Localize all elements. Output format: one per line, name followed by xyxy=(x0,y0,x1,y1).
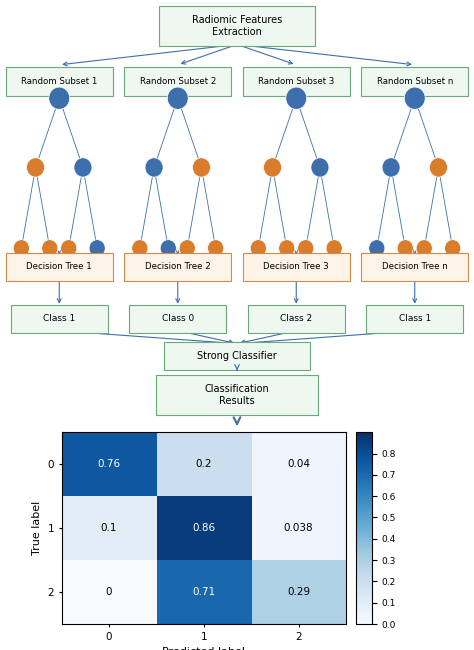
Text: Random Subset 2: Random Subset 2 xyxy=(139,77,216,86)
FancyBboxPatch shape xyxy=(361,253,468,281)
FancyBboxPatch shape xyxy=(6,67,113,96)
FancyBboxPatch shape xyxy=(124,67,231,96)
Ellipse shape xyxy=(27,158,45,177)
X-axis label: Predicted label: Predicted label xyxy=(162,647,246,650)
Text: Random Subset n: Random Subset n xyxy=(376,77,453,86)
FancyBboxPatch shape xyxy=(124,253,231,281)
Text: Class 0: Class 0 xyxy=(162,314,194,323)
Ellipse shape xyxy=(382,158,400,177)
Ellipse shape xyxy=(167,87,188,109)
Text: Radiomic Features
Extraction: Radiomic Features Extraction xyxy=(192,15,282,37)
Text: 0.29: 0.29 xyxy=(287,587,310,597)
Text: Decision Tree 3: Decision Tree 3 xyxy=(264,262,329,271)
Ellipse shape xyxy=(49,87,70,109)
FancyBboxPatch shape xyxy=(156,375,318,415)
FancyBboxPatch shape xyxy=(164,342,310,370)
Ellipse shape xyxy=(132,240,148,257)
Text: 0.04: 0.04 xyxy=(287,459,310,469)
Ellipse shape xyxy=(145,158,163,177)
Ellipse shape xyxy=(250,240,266,257)
FancyBboxPatch shape xyxy=(361,67,468,96)
Text: Random Subset 3: Random Subset 3 xyxy=(258,77,335,86)
FancyBboxPatch shape xyxy=(247,305,345,333)
Ellipse shape xyxy=(286,87,307,109)
FancyBboxPatch shape xyxy=(10,305,108,333)
Text: 0.86: 0.86 xyxy=(192,523,215,533)
FancyBboxPatch shape xyxy=(129,305,226,333)
FancyBboxPatch shape xyxy=(243,253,349,281)
Ellipse shape xyxy=(416,240,432,257)
Ellipse shape xyxy=(298,240,314,257)
Text: 0: 0 xyxy=(106,587,112,597)
Y-axis label: True label: True label xyxy=(32,501,42,555)
Text: Strong Classifier: Strong Classifier xyxy=(197,351,277,361)
Ellipse shape xyxy=(42,240,58,257)
Ellipse shape xyxy=(311,158,329,177)
Text: Class 1: Class 1 xyxy=(399,314,431,323)
Ellipse shape xyxy=(264,158,282,177)
Text: Class 1: Class 1 xyxy=(43,314,75,323)
Ellipse shape xyxy=(13,240,29,257)
Ellipse shape xyxy=(279,240,295,257)
Ellipse shape xyxy=(61,240,77,257)
Ellipse shape xyxy=(326,240,342,257)
Ellipse shape xyxy=(192,158,210,177)
Text: Decision Tree 2: Decision Tree 2 xyxy=(145,262,210,271)
Ellipse shape xyxy=(397,240,413,257)
Ellipse shape xyxy=(208,240,224,257)
Text: 0.2: 0.2 xyxy=(196,459,212,469)
FancyBboxPatch shape xyxy=(366,305,464,333)
Ellipse shape xyxy=(89,240,105,257)
FancyBboxPatch shape xyxy=(159,6,315,46)
FancyBboxPatch shape xyxy=(6,253,113,281)
Text: 0.1: 0.1 xyxy=(101,523,117,533)
Text: Decision Tree n: Decision Tree n xyxy=(382,262,447,271)
FancyBboxPatch shape xyxy=(243,67,349,96)
Ellipse shape xyxy=(179,240,195,257)
Ellipse shape xyxy=(429,158,447,177)
Text: Decision Tree 1: Decision Tree 1 xyxy=(27,262,92,271)
Text: 0.038: 0.038 xyxy=(284,523,313,533)
Ellipse shape xyxy=(160,240,176,257)
Text: Class 2: Class 2 xyxy=(280,314,312,323)
Ellipse shape xyxy=(74,158,92,177)
Text: 0.71: 0.71 xyxy=(192,587,215,597)
Text: Classification
Results: Classification Results xyxy=(205,384,269,406)
Ellipse shape xyxy=(369,240,385,257)
Text: 0.76: 0.76 xyxy=(98,459,120,469)
Ellipse shape xyxy=(445,240,461,257)
Ellipse shape xyxy=(404,87,425,109)
Text: Random Subset 1: Random Subset 1 xyxy=(21,77,98,86)
